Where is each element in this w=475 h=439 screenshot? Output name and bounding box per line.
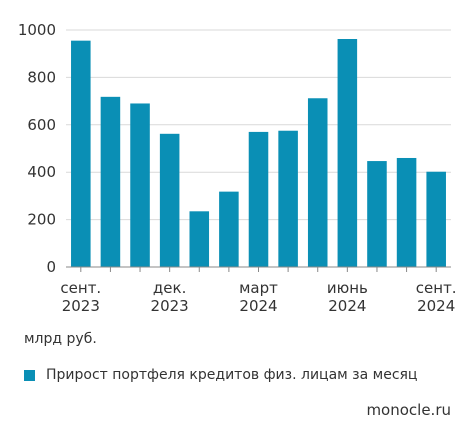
- bar: [337, 39, 358, 268]
- legend-label: Прирост портфеля кредитов физ. лицам за …: [46, 367, 418, 383]
- bar: [219, 191, 239, 267]
- bar: [396, 157, 417, 267]
- y-tick-label: 1000: [18, 21, 56, 39]
- bar: [159, 133, 180, 267]
- x-tick-label-year: 2023: [62, 297, 100, 315]
- y-tick-label: 0: [46, 258, 56, 276]
- bar: [278, 130, 298, 267]
- x-tick-label-year: 2024: [328, 297, 366, 315]
- bar: [130, 103, 150, 267]
- source-label: monocle.ru: [366, 401, 451, 419]
- x-tick-label: июнь: [327, 279, 368, 297]
- bar: [248, 131, 269, 267]
- bar: [189, 211, 210, 267]
- y-tick-label: 200: [27, 211, 56, 229]
- x-tick-label-year: 2023: [151, 297, 189, 315]
- legend-swatch: [24, 369, 35, 381]
- bar: [71, 40, 91, 267]
- x-tick-label-year: 2024: [417, 297, 455, 315]
- x-tick-label-year: 2024: [239, 297, 277, 315]
- y-tick-label: 600: [27, 116, 56, 134]
- bar: [100, 96, 121, 267]
- y-unit-label: млрд руб.: [24, 331, 97, 347]
- legend: Прирост портфеля кредитов физ. лицам за …: [24, 367, 417, 383]
- x-tick-label: дек.: [153, 279, 186, 297]
- x-tick-label: сент.: [60, 279, 101, 297]
- bar: [426, 171, 446, 267]
- x-tick-label: март: [239, 279, 278, 297]
- bar: [367, 161, 387, 267]
- y-tick-label: 400: [27, 163, 56, 181]
- bar: [307, 98, 328, 267]
- y-tick-label: 800: [27, 68, 56, 86]
- x-tick-label: сент.: [416, 279, 457, 297]
